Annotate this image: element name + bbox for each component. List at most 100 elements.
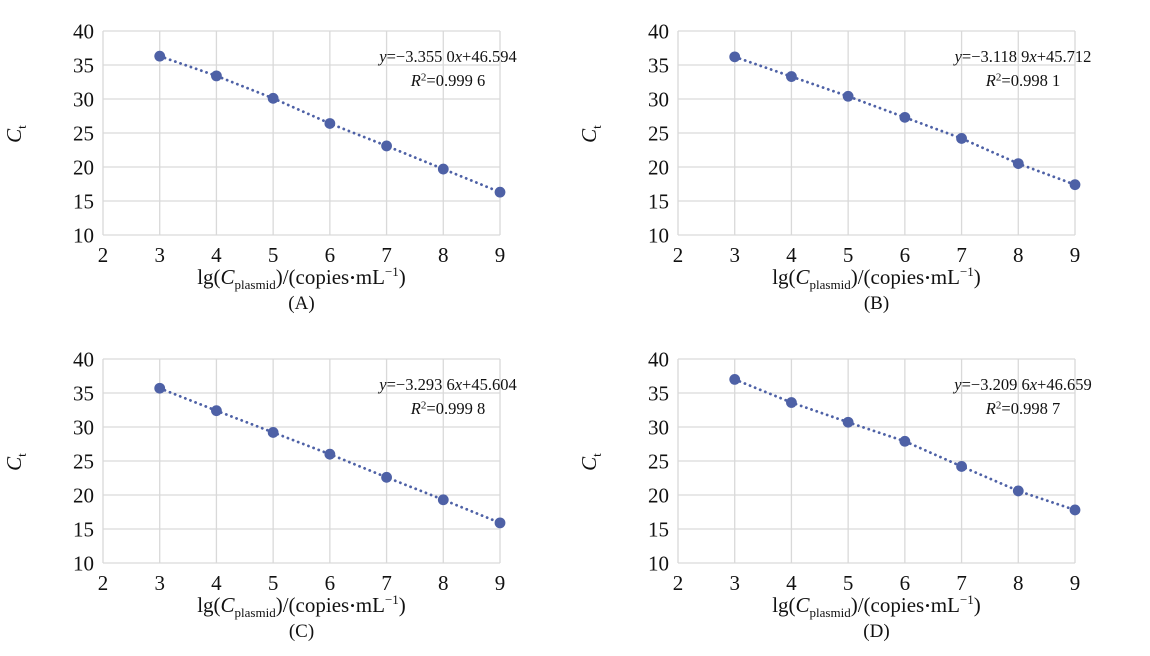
y-tick-label: 10 [648, 224, 669, 248]
chart-d: 2 3 4 5 6 7 8 9 10 15 20 25 30 35 40 y=−3.209 6x+46.659… [648, 348, 1092, 596]
chart-c: 2 3 4 5 6 7 8 9 10 15 20 25 30 35 40 y=−3.293 6x+45.604… [73, 348, 517, 596]
panel-letter-b: (B) [863, 293, 890, 315]
y-tick-label: 40 [73, 348, 94, 372]
x-tick-label: 5 [268, 571, 279, 595]
y-tick-label: 10 [73, 224, 94, 248]
data-point [381, 140, 392, 152]
y-tick-label: 25 [73, 450, 94, 474]
data-point [1069, 179, 1081, 191]
panel-c: Ct 2 3 4 5 6 7 8 9 10 15 20 25 30 35 40 y=−3.293 6x+45.… [0, 328, 575, 656]
x-tick-label: 2 [98, 243, 109, 267]
x-tick-label: 4 [786, 243, 797, 267]
y-axis-label: Ct [2, 432, 30, 492]
y-tick-label: 15 [648, 190, 669, 214]
data-point [154, 50, 166, 62]
data-point [899, 435, 911, 447]
middle-dot: • [925, 597, 930, 613]
r-squared-label: R2=0.999 8 [410, 399, 485, 418]
y-tick-label: 40 [648, 348, 669, 372]
y-tick-label: 30 [648, 416, 669, 440]
x-tick-label: 7 [956, 571, 967, 595]
y-axis-label-symbol: C [1, 456, 26, 471]
y-axis-label-symbol: C [1, 128, 26, 143]
y-tick-label: 35 [648, 382, 669, 406]
panel-letter-a: (A) [288, 293, 315, 315]
y-tick-label: 20 [648, 484, 669, 508]
x-tick-label: 3 [729, 243, 740, 267]
x-tick-label: 5 [843, 243, 854, 267]
data-point [729, 51, 741, 63]
y-tick-label: 10 [73, 552, 94, 576]
x-tick-label: 8 [1013, 571, 1024, 595]
data-point [842, 90, 854, 102]
data-point [729, 374, 741, 385]
x-tick-label: 2 [673, 571, 684, 595]
x-tick-label: 6 [325, 243, 336, 267]
data-point [324, 118, 336, 129]
y-tick-label: 25 [648, 122, 669, 146]
r-squared-label: R2=0.999 6 [410, 71, 485, 90]
y-tick-label: 20 [73, 156, 94, 180]
x-tick-label: 3 [154, 243, 165, 267]
r-squared-label: R2=0.998 1 [985, 71, 1060, 90]
data-point [899, 111, 911, 123]
x-tick-label: 5 [843, 571, 854, 595]
x-tick-label: 3 [154, 571, 165, 595]
y-tick-label: 35 [73, 54, 94, 78]
panel-d: Ct 2 3 4 5 6 7 8 9 10 15 20 25 30 35 40 y=−3.209 6x+46.… [575, 328, 1150, 656]
data-point [786, 397, 797, 408]
data-point [786, 71, 797, 82]
y-tick-label: 30 [73, 88, 94, 112]
x-tick-label: 7 [381, 243, 392, 267]
chart-a: 2 3 4 5 6 7 8 9 10 15 20 25 30 35 40 y=−3.355 0x+46.594… [73, 20, 517, 268]
x-tick-label: 9 [495, 571, 506, 595]
x-axis-label: lg(Cplasmid)/(copies•mL−1) [197, 592, 406, 621]
r-squared-label: R2=0.998 7 [985, 399, 1060, 418]
y-tick-label: 30 [73, 416, 94, 440]
data-point [267, 92, 279, 104]
data-point [494, 517, 506, 529]
data-point [211, 70, 222, 82]
x-tick-label: 8 [1013, 243, 1024, 267]
data-point [267, 427, 279, 438]
x-tick-label: 4 [786, 571, 797, 595]
data-point [494, 186, 506, 198]
data-point [956, 461, 967, 472]
y-tick-label: 15 [73, 518, 94, 542]
y-axis-label-subscript: t [589, 125, 605, 129]
middle-dot: • [925, 269, 930, 285]
x-axis-label: lg(Cplasmid)/(copies•mL−1) [197, 264, 406, 293]
data-point [324, 448, 336, 460]
x-tick-label: 7 [381, 571, 392, 595]
y-axis-label: Ct [577, 104, 605, 164]
x-tick-label: 9 [1070, 571, 1081, 595]
y-tick-label: 20 [73, 484, 94, 508]
y-tick-label: 30 [648, 88, 669, 112]
y-tick-label: 35 [648, 54, 669, 78]
y-tick-label: 40 [648, 20, 669, 44]
x-tick-label: 3 [729, 571, 740, 595]
x-tick-label: 6 [900, 243, 911, 267]
data-point [437, 163, 449, 175]
x-axis-label: lg(Cplasmid)/(copies•mL−1) [772, 592, 981, 621]
panel-letter-d: (D) [863, 621, 890, 643]
y-tick-label: 25 [648, 450, 669, 474]
y-axis-label-symbol: C [576, 128, 601, 143]
y-axis-label-subscript: t [589, 453, 605, 457]
y-axis-label-subscript: t [14, 125, 30, 129]
y-tick-label: 15 [73, 190, 94, 214]
x-tick-label: 4 [211, 243, 222, 267]
equation-label: y=−3.355 0x+46.594 [377, 47, 516, 66]
x-tick-label: 8 [438, 243, 449, 267]
x-tick-label: 6 [900, 571, 911, 595]
x-axis-label: lg(Cplasmid)/(copies•mL−1) [772, 264, 981, 293]
x-tick-label: 5 [268, 243, 279, 267]
y-tick-label: 25 [73, 122, 94, 146]
chart-b: 2 3 4 5 6 7 8 9 10 15 20 25 30 35 40 y=−3.118 9x+45.712… [648, 20, 1091, 268]
data-point [437, 494, 449, 506]
equation-label: y=−3.209 6x+46.659 [952, 375, 1091, 394]
data-point [381, 471, 392, 483]
x-tick-label: 4 [211, 571, 222, 595]
panel-letter-c: (C) [288, 621, 315, 643]
